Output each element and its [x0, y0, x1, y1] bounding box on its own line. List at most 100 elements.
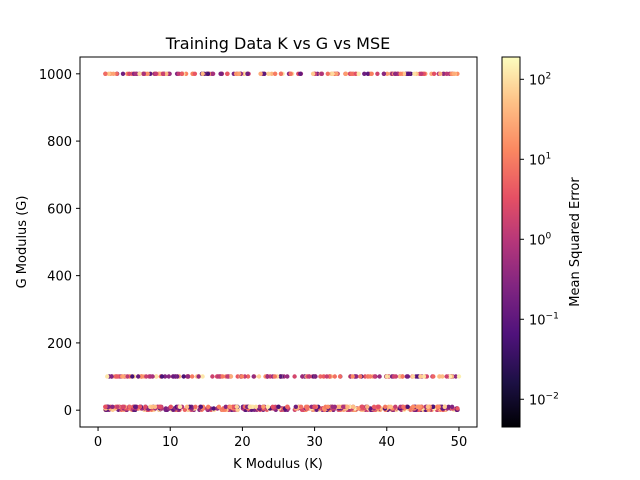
- scatter-point: [353, 71, 358, 77]
- scatter-point: [350, 374, 355, 379]
- scatter-point: [451, 71, 456, 77]
- scatter-point: [206, 404, 211, 409]
- scatter-point: [200, 71, 205, 77]
- scatter-point: [437, 374, 442, 379]
- scatter-point: [393, 404, 398, 409]
- scatter-point: [276, 404, 281, 409]
- scatter-point: [449, 404, 455, 409]
- scatter-point: [285, 404, 290, 409]
- scatter-point: [272, 374, 277, 379]
- scatter-point: [239, 374, 245, 379]
- scatter-point: [162, 374, 168, 379]
- y-tick-label: 400: [47, 270, 72, 285]
- y-axis-ticks: 0 200 400 600 800 1000: [39, 68, 80, 419]
- scatter-point: [418, 374, 423, 379]
- scatter-point: [385, 71, 390, 77]
- scatter-point: [111, 71, 116, 77]
- y-axis-label: G Modulus (G): [15, 196, 30, 289]
- scatter-point: [318, 374, 323, 379]
- scatter-point: [351, 404, 356, 409]
- scatter-point: [139, 374, 144, 379]
- y-tick-label: 800: [47, 135, 72, 150]
- scatter-point: [177, 404, 183, 409]
- scatter-point: [371, 404, 377, 409]
- scatter-point: [163, 406, 168, 411]
- colorbar-label: Mean Squared Error: [568, 177, 583, 307]
- scatter-point: [262, 71, 267, 77]
- scatter-point: [125, 374, 130, 379]
- x-tick-label: 30: [306, 435, 323, 450]
- scatter-point: [185, 374, 191, 379]
- scatter-point: [115, 404, 120, 409]
- scatter-point: [300, 374, 305, 379]
- scatter-point: [337, 374, 343, 379]
- scatter-point: [225, 71, 230, 77]
- scatter-point: [332, 374, 337, 379]
- scatter-point: [253, 404, 259, 409]
- colorbar: [501, 56, 521, 428]
- scatter-point: [431, 71, 437, 77]
- scatter-point: [298, 71, 303, 77]
- x-tick-label: 50: [451, 435, 468, 450]
- scatter-point: [223, 404, 228, 409]
- scatter-point: [372, 374, 377, 379]
- scatter-point: [198, 404, 203, 409]
- scatter-point: [225, 374, 230, 379]
- plot-frame: [79, 56, 478, 428]
- y-tick-label: 200: [47, 337, 72, 352]
- scatter-point: [369, 71, 374, 77]
- x-tick-label: 10: [162, 435, 179, 450]
- scatter-point: [220, 374, 225, 379]
- y-tick-label: 600: [47, 202, 72, 217]
- scatter-point: [388, 404, 393, 409]
- scatter-point: [405, 404, 410, 409]
- scatter-point: [398, 71, 403, 77]
- scatter-point: [285, 374, 290, 379]
- scatter-point: [190, 374, 195, 379]
- scatter-point: [278, 71, 284, 77]
- scatter-points: [103, 71, 462, 412]
- scatter-point: [120, 404, 125, 409]
- chart-title: Training Data K vs G vs MSE: [165, 34, 390, 53]
- scatter-point: [319, 71, 324, 77]
- scatter-point: [210, 374, 215, 379]
- scatter-point: [312, 404, 317, 409]
- scatter-point: [179, 71, 185, 77]
- scatter-point: [270, 404, 275, 409]
- scatter-point: [181, 374, 186, 379]
- scatter-point: [171, 374, 176, 379]
- scatter-point: [192, 71, 198, 77]
- x-tick-label: 20: [234, 435, 251, 450]
- scatter-point: [381, 71, 387, 77]
- scatter-point: [310, 71, 316, 77]
- scatter-point: [444, 71, 449, 77]
- scatter-point: [150, 374, 155, 379]
- scatter-point: [292, 374, 297, 379]
- scatter-point: [401, 404, 406, 409]
- scatter-point: [153, 374, 159, 379]
- scatter-point: [431, 374, 436, 379]
- scatter-point: [375, 71, 380, 77]
- scatter-point: [417, 404, 423, 409]
- scatter-point: [402, 71, 407, 77]
- colorbar-tick-label: 100: [529, 231, 552, 248]
- scatter-point: [362, 71, 367, 77]
- scatter-point: [324, 374, 329, 379]
- scatter-point: [219, 71, 224, 77]
- scatter-point: [391, 374, 397, 379]
- scatter-point: [356, 71, 361, 77]
- scatter-point: [109, 374, 114, 379]
- scatter-point: [228, 374, 234, 379]
- x-tick-label: 40: [378, 435, 395, 450]
- scatter-point: [133, 71, 138, 77]
- scatter-point: [365, 404, 370, 409]
- scatter-point: [257, 404, 262, 409]
- scatter-point: [419, 71, 424, 77]
- scatter-point: [368, 374, 373, 379]
- x-tick-label: 0: [94, 435, 102, 450]
- scatter-point: [115, 374, 120, 379]
- scatter-point: [436, 404, 441, 409]
- scatter-point: [365, 71, 371, 77]
- scatter-point: [456, 374, 462, 379]
